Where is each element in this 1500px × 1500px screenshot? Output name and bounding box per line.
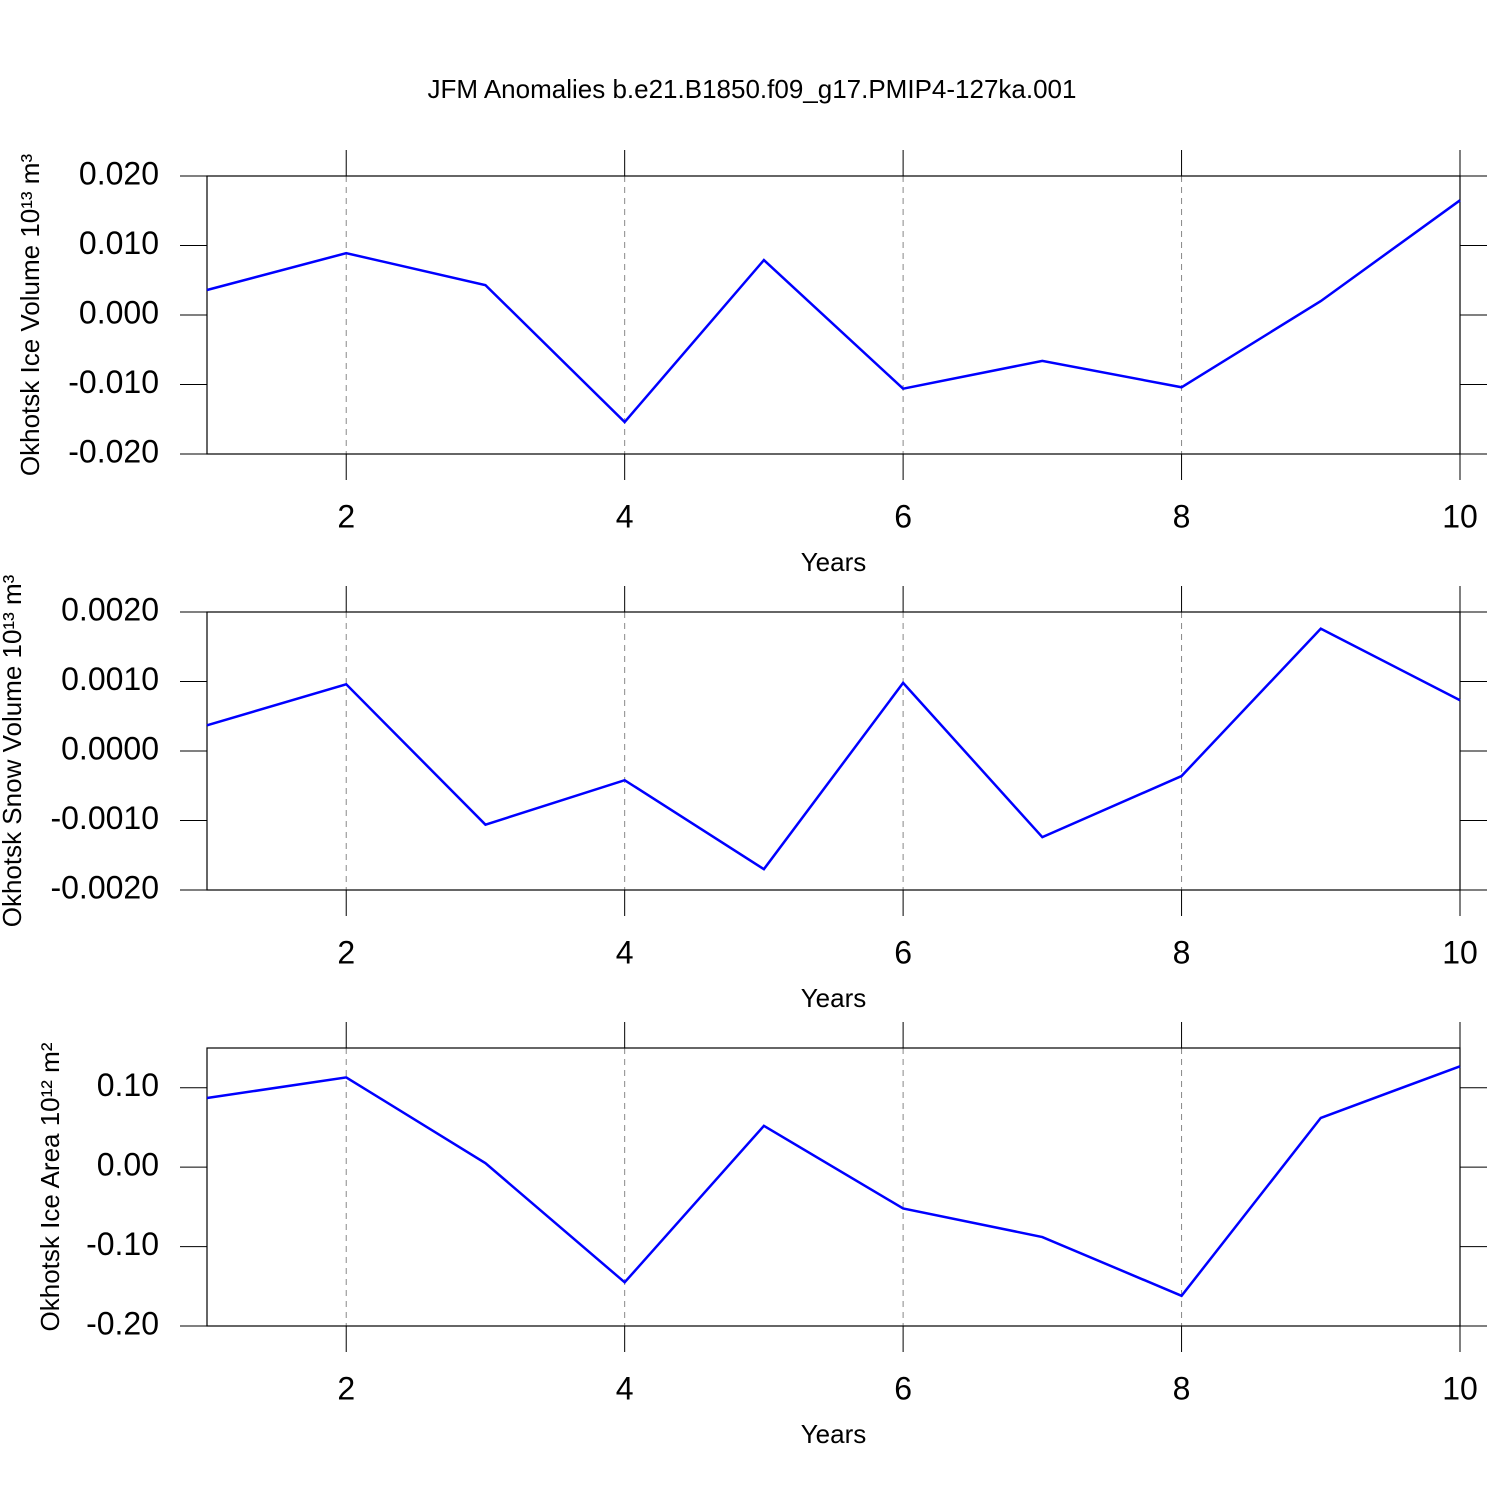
y-tick-label: 0.020 <box>79 155 159 191</box>
x-tick-label: 8 <box>1173 498 1191 534</box>
y-tick-label: 0.000 <box>79 294 159 330</box>
y-tick-label: 0.0010 <box>61 661 159 697</box>
x-axis-label: Years <box>801 547 867 577</box>
x-tick-label: 4 <box>616 498 634 534</box>
y-tick-label: 0.10 <box>97 1067 159 1103</box>
plot-frame <box>206 1047 1461 1327</box>
x-tick-label: 10 <box>1442 934 1478 970</box>
x-tick-label: 8 <box>1173 1370 1191 1406</box>
y-tick-label: -0.0020 <box>50 869 159 905</box>
x-tick-label: 2 <box>337 498 355 534</box>
y-tick-label: -0.20 <box>86 1305 159 1341</box>
x-tick-label: 8 <box>1173 934 1191 970</box>
x-tick-label: 6 <box>894 1370 912 1406</box>
plot-frame <box>206 611 1461 891</box>
y-axis-label: Okhotsk Snow Volume 10¹³ m³ <box>0 574 27 927</box>
x-tick-label: 6 <box>894 934 912 970</box>
data-line <box>206 199 1461 424</box>
y-tick-label: 0.010 <box>79 225 159 261</box>
y-axis-label: Okhotsk Ice Area 10¹² m² <box>35 1042 65 1331</box>
y-tick-label: 0.0020 <box>61 591 159 627</box>
x-tick-label: 10 <box>1442 498 1478 534</box>
x-tick-label: 6 <box>894 498 912 534</box>
x-tick-label: 4 <box>616 934 634 970</box>
figure-title: JFM Anomalies b.e21.B1850.f09_g17.PMIP4-… <box>428 74 1077 104</box>
y-tick-label: -0.10 <box>86 1226 159 1262</box>
x-tick-label: 4 <box>616 1370 634 1406</box>
y-tick-label: -0.020 <box>68 433 159 469</box>
x-tick-label: 2 <box>337 934 355 970</box>
y-tick-label: 0.0000 <box>61 730 159 766</box>
x-axis-label: Years <box>801 983 867 1013</box>
data-line <box>206 627 1461 871</box>
x-tick-label: 10 <box>1442 1370 1478 1406</box>
y-tick-label: -0.010 <box>68 364 159 400</box>
y-axis-label: Okhotsk Ice Volume 10¹³ m³ <box>15 154 45 477</box>
y-tick-label: 0.00 <box>97 1147 159 1183</box>
y-tick-label: -0.0010 <box>50 800 159 836</box>
data-line <box>206 1065 1461 1298</box>
plot-frame <box>206 175 1461 455</box>
x-tick-label: 2 <box>337 1370 355 1406</box>
x-axis-label: Years <box>801 1419 867 1449</box>
